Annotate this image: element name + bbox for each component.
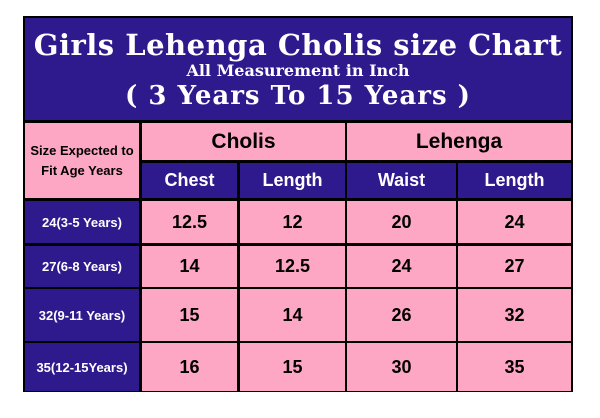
cholis-header: Cholis xyxy=(142,123,345,160)
size-cell: 27(6-8 Years) xyxy=(25,246,139,287)
lehenga-header: Lehenga xyxy=(347,123,571,160)
value-cell: 12.5 xyxy=(240,246,345,287)
value-cell: 14 xyxy=(142,246,237,287)
column-lehenga-length: Length xyxy=(458,163,571,198)
value-cell: 30 xyxy=(347,343,456,391)
title-banner: Girls Lehenga Cholis size Chart All Meas… xyxy=(25,18,571,120)
column-choli-length: Length xyxy=(240,163,345,198)
value-cell: 15 xyxy=(240,343,345,391)
column-chest: Chest xyxy=(142,163,237,198)
size-cell: 24(3-5 Years) xyxy=(25,201,139,243)
value-cell: 16 xyxy=(142,343,237,391)
value-cell: 35 xyxy=(458,343,571,391)
column-waist: Waist xyxy=(347,163,456,198)
age-range: ( 3 Years To 15 Years ) xyxy=(125,81,471,111)
size-cell: 32(9-11 Years) xyxy=(25,289,139,341)
chart-title: Girls Lehenga Cholis size Chart xyxy=(33,28,563,62)
value-cell: 32 xyxy=(458,289,571,341)
chart-subtitle: All Measurement in Inch xyxy=(186,61,410,80)
value-cell: 15 xyxy=(142,289,237,341)
value-cell: 24 xyxy=(458,201,571,243)
value-cell: 26 xyxy=(347,289,456,341)
value-cell: 27 xyxy=(458,246,571,287)
value-cell: 12.5 xyxy=(142,201,237,243)
size-cell: 35(12-15Years) xyxy=(25,343,139,391)
value-cell: 12 xyxy=(240,201,345,243)
value-cell: 20 xyxy=(347,201,456,243)
value-cell: 14 xyxy=(240,289,345,341)
size-header: Size Expected to Fit Age Years xyxy=(25,123,139,198)
value-cell: 24 xyxy=(347,246,456,287)
